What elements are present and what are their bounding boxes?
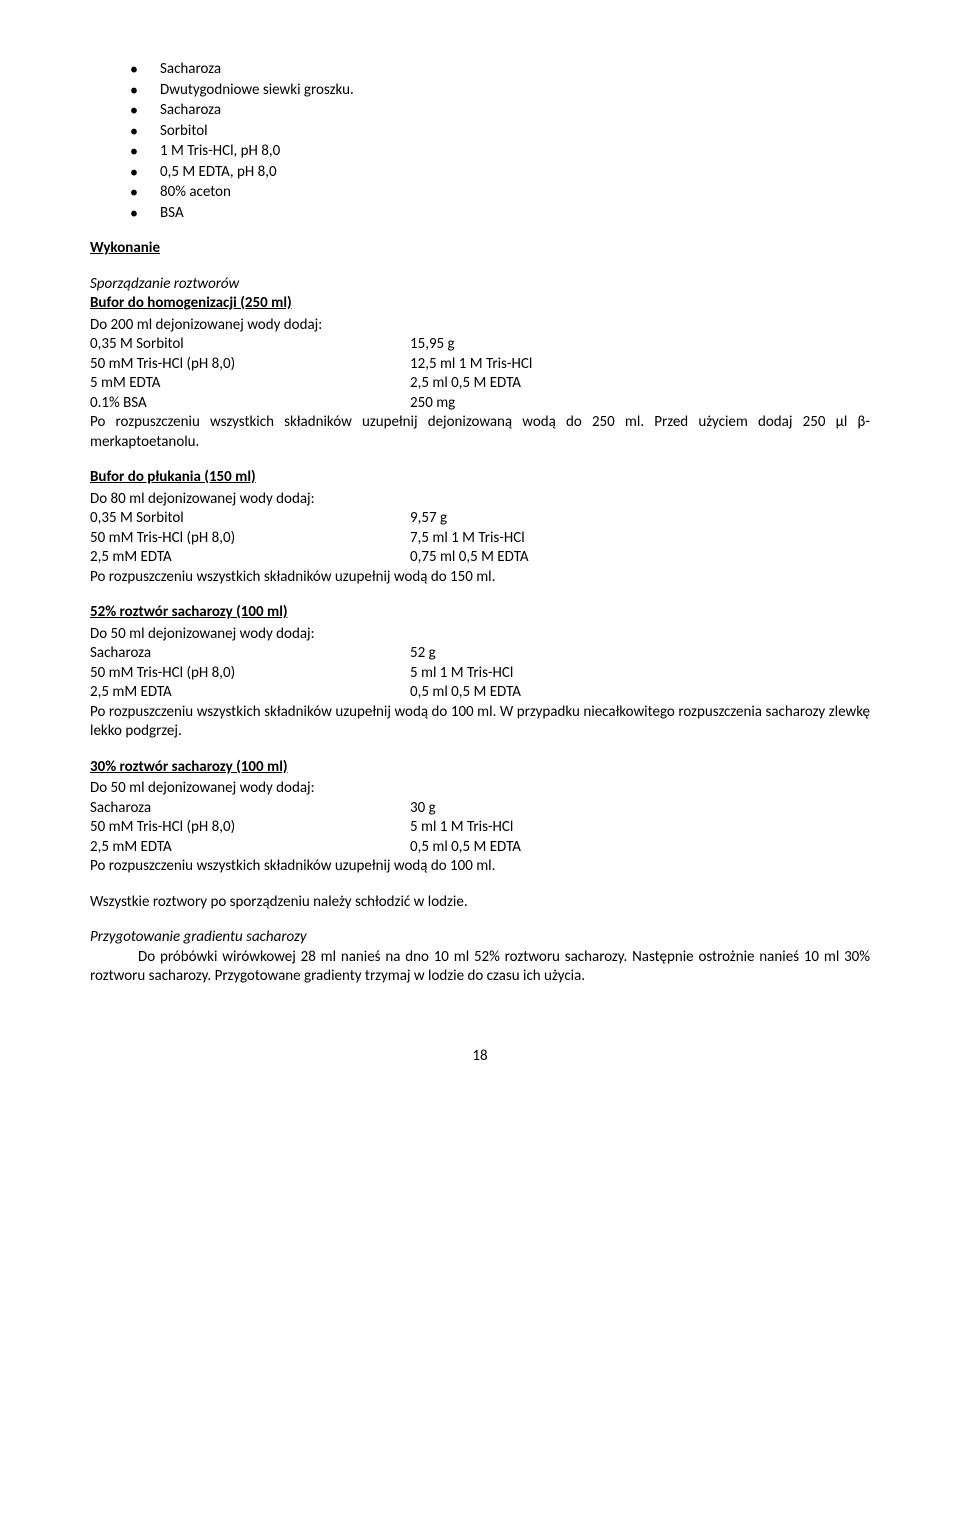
intro-text: Do 50 ml dejonizowanej wody dodaj: [90, 779, 870, 799]
ingredient-label: Sacharoza [90, 799, 410, 819]
ingredient-list: Sacharoza Dwutygodniowe siewki groszku. … [90, 60, 870, 223]
ingredient-value: 7,5 ml 1 M Tris-HCl [410, 529, 870, 549]
solution-title: 30% roztwór sacharozy (100 ml) [90, 758, 870, 778]
ingredient-value: 15,95 g [410, 335, 870, 355]
ingredient-label: 2,5 mM EDTA [90, 838, 410, 858]
ingredient-label: 2,5 mM EDTA [90, 548, 410, 568]
gradient-text: Do próbówki wirówkowej 28 ml nanieś na d… [90, 948, 870, 987]
heading-wykonanie: Wykonanie [90, 239, 870, 259]
after-text: Po rozpuszczeniu wszystkich składników u… [90, 413, 870, 452]
list-item: 0,5 M EDTA, pH 8,0 [130, 163, 870, 183]
list-item: Dwutygodniowe siewki groszku. [130, 81, 870, 101]
ingredient-label: 50 mM Tris-HCl (pH 8,0) [90, 818, 410, 838]
solution-52: 52% roztwór sacharozy (100 ml) Do 50 ml … [90, 603, 870, 742]
after-text: Po rozpuszczeniu wszystkich składników u… [90, 568, 870, 588]
cool-note: Wszystkie roztwory po sporządzeniu należ… [90, 893, 870, 913]
ingredient-value: 250 mg [410, 394, 870, 414]
solution-title: 52% roztwór sacharozy (100 ml) [90, 603, 870, 623]
subheading-sporzadzanie: Sporządzanie roztworów [90, 275, 870, 295]
after-text: Po rozpuszczeniu wszystkich składników u… [90, 857, 870, 877]
page-number: 18 [90, 1047, 870, 1067]
ingredient-value: 52 g [410, 644, 870, 664]
buffer-wash: Bufor do płukania (150 ml) Do 80 ml dejo… [90, 468, 870, 587]
ingredient-value: 30 g [410, 799, 870, 819]
gradient-title: Przygotowanie gradientu sacharozy [90, 928, 870, 948]
ingredient-label: 50 mM Tris-HCl (pH 8,0) [90, 664, 410, 684]
ingredient-label: 5 mM EDTA [90, 374, 410, 394]
buffer-homogenization: Bufor do homogenizacji (250 ml) Do 200 m… [90, 294, 870, 452]
ingredient-value: 0,5 ml 0,5 M EDTA [410, 683, 870, 703]
ingredient-label: 2,5 mM EDTA [90, 683, 410, 703]
list-item: Sacharoza [130, 101, 870, 121]
intro-text: Do 80 ml dejonizowanej wody dodaj: [90, 490, 870, 510]
ingredient-value: 5 ml 1 M Tris-HCl [410, 818, 870, 838]
list-item: 80% aceton [130, 183, 870, 203]
ingredient-value: 12,5 ml 1 M Tris-HCl [410, 355, 870, 375]
ingredient-label: 0,35 M Sorbitol [90, 509, 410, 529]
ingredient-label: 50 mM Tris-HCl (pH 8,0) [90, 529, 410, 549]
after-text: Po rozpuszczeniu wszystkich składników u… [90, 703, 870, 742]
list-item: 1 M Tris-HCl, pH 8,0 [130, 142, 870, 162]
list-item: BSA [130, 204, 870, 224]
gradient-section: Przygotowanie gradientu sacharozy Do pró… [90, 928, 870, 987]
buffer-title: Bufor do płukania (150 ml) [90, 468, 870, 488]
ingredient-label: 0.1% BSA [90, 394, 410, 414]
buffer-title: Bufor do homogenizacji (250 ml) [90, 294, 870, 314]
ingredient-value: 0,5 ml 0,5 M EDTA [410, 838, 870, 858]
intro-text: Do 50 ml dejonizowanej wody dodaj: [90, 625, 870, 645]
solution-30: 30% roztwór sacharozy (100 ml) Do 50 ml … [90, 758, 870, 877]
ingredient-label: 50 mM Tris-HCl (pH 8,0) [90, 355, 410, 375]
ingredient-label: 0,35 M Sorbitol [90, 335, 410, 355]
list-item: Sorbitol [130, 122, 870, 142]
ingredient-value: 5 ml 1 M Tris-HCl [410, 664, 870, 684]
ingredient-value: 9,57 g [410, 509, 870, 529]
ingredient-value: 0,75 ml 0,5 M EDTA [410, 548, 870, 568]
ingredient-value: 2,5 ml 0,5 M EDTA [410, 374, 870, 394]
ingredient-label: Sacharoza [90, 644, 410, 664]
intro-text: Do 200 ml dejonizowanej wody dodaj: [90, 316, 870, 336]
list-item: Sacharoza [130, 60, 870, 80]
